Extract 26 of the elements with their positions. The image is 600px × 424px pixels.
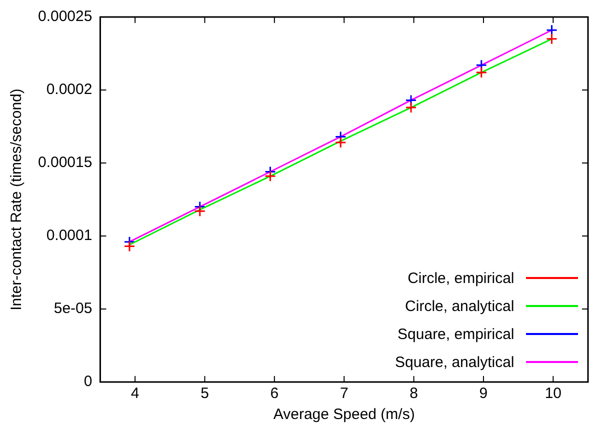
y-axis-title: Inter-contact Rate (times/second)	[8, 88, 26, 310]
legend-label: Square, analytical	[395, 354, 514, 370]
y-tick-label: 0.00015	[38, 154, 92, 172]
point	[476, 66, 488, 78]
x-axis-title: Average Speed (m/s)	[273, 406, 415, 424]
legend-label: Circle, empirical	[408, 270, 514, 286]
x-tick-label: 4	[130, 385, 140, 402]
y-tick-label: 0.0001	[46, 227, 92, 244]
y-tick-label: 0.00025	[38, 8, 92, 26]
point	[546, 33, 558, 45]
x-tick-label: 7	[340, 385, 348, 402]
x-tick-label: 8	[410, 385, 418, 402]
legend-label: Circle, analytical	[405, 298, 514, 314]
x-tick-label: 9	[479, 385, 488, 402]
x-tick-label: 5	[200, 385, 209, 402]
point	[124, 240, 136, 252]
y-tick-label: 0.0002	[46, 81, 92, 98]
point	[405, 102, 417, 114]
point	[264, 170, 276, 182]
point	[334, 136, 346, 148]
legend-label: Square, empirical	[398, 326, 514, 342]
x-tick-label: 10	[544, 385, 562, 402]
y-tick-label: 5e-05	[54, 300, 92, 318]
point	[194, 205, 206, 217]
x-tick-label: 6	[270, 385, 279, 402]
y-tick-label: 0	[84, 373, 92, 390]
